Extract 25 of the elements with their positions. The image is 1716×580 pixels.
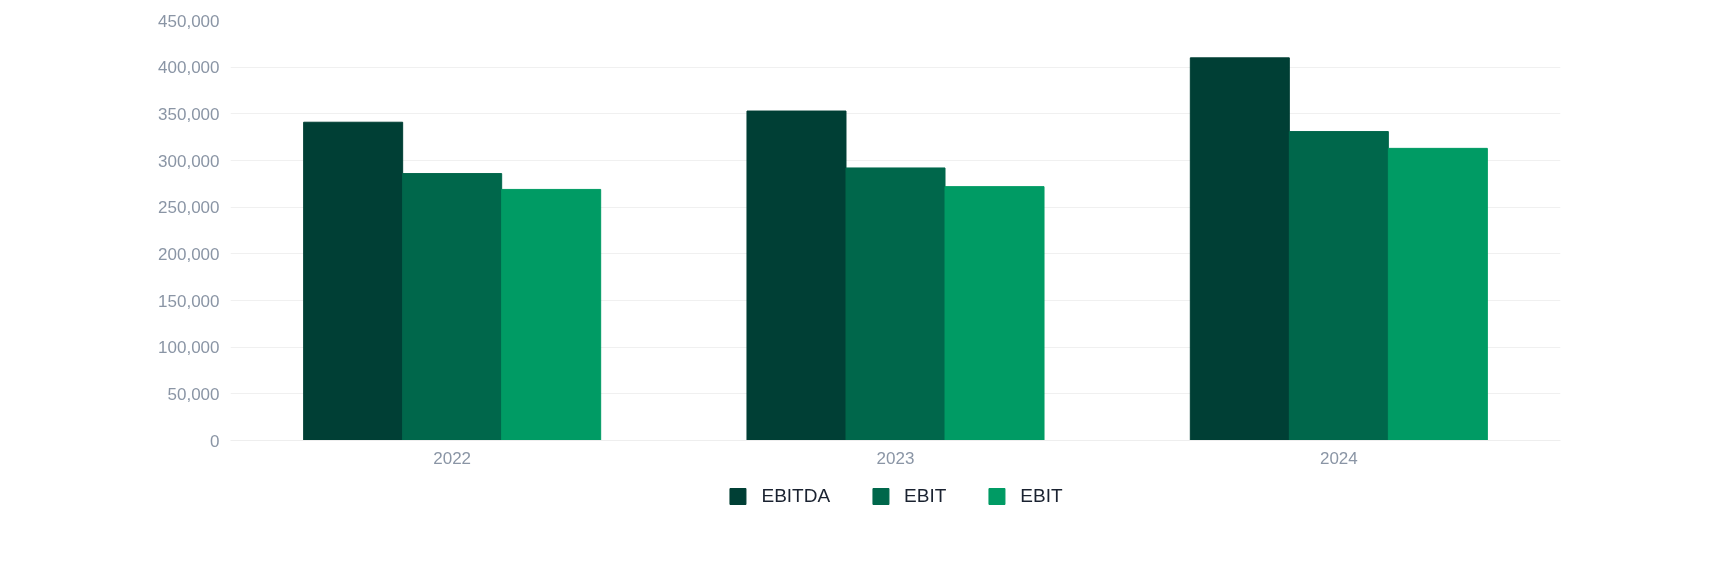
y-tick-label: 400,000 [158,58,220,78]
y-tick-label: 200,000 [158,244,220,264]
y-tick-label: 50,000 [167,384,220,404]
y-tick-label: 300,000 [158,151,220,171]
bar [746,110,847,441]
y-tick-label: 250,000 [158,198,220,218]
y-tick-label: 450,000 [158,11,220,31]
legend-label: EBIT [1020,485,1063,507]
bar [402,173,503,441]
bar [1387,147,1488,441]
x-tick-label: 2023 [876,448,915,468]
y-tick-label: 350,000 [158,104,220,124]
legend-label: EBIT [904,485,947,507]
bar [501,188,602,441]
bar [944,186,1045,441]
x-tick-label: 2024 [1319,448,1358,468]
y-tick-label: 150,000 [158,291,220,311]
bar [303,121,404,441]
y-tick-label: 100,000 [158,338,220,358]
x-tick-label: 2022 [433,448,472,468]
bar [845,167,946,441]
y-tick-label: 0 [210,431,220,451]
bar [1288,131,1389,441]
bar [1189,57,1290,441]
legend-label: EBITDA [761,485,831,507]
